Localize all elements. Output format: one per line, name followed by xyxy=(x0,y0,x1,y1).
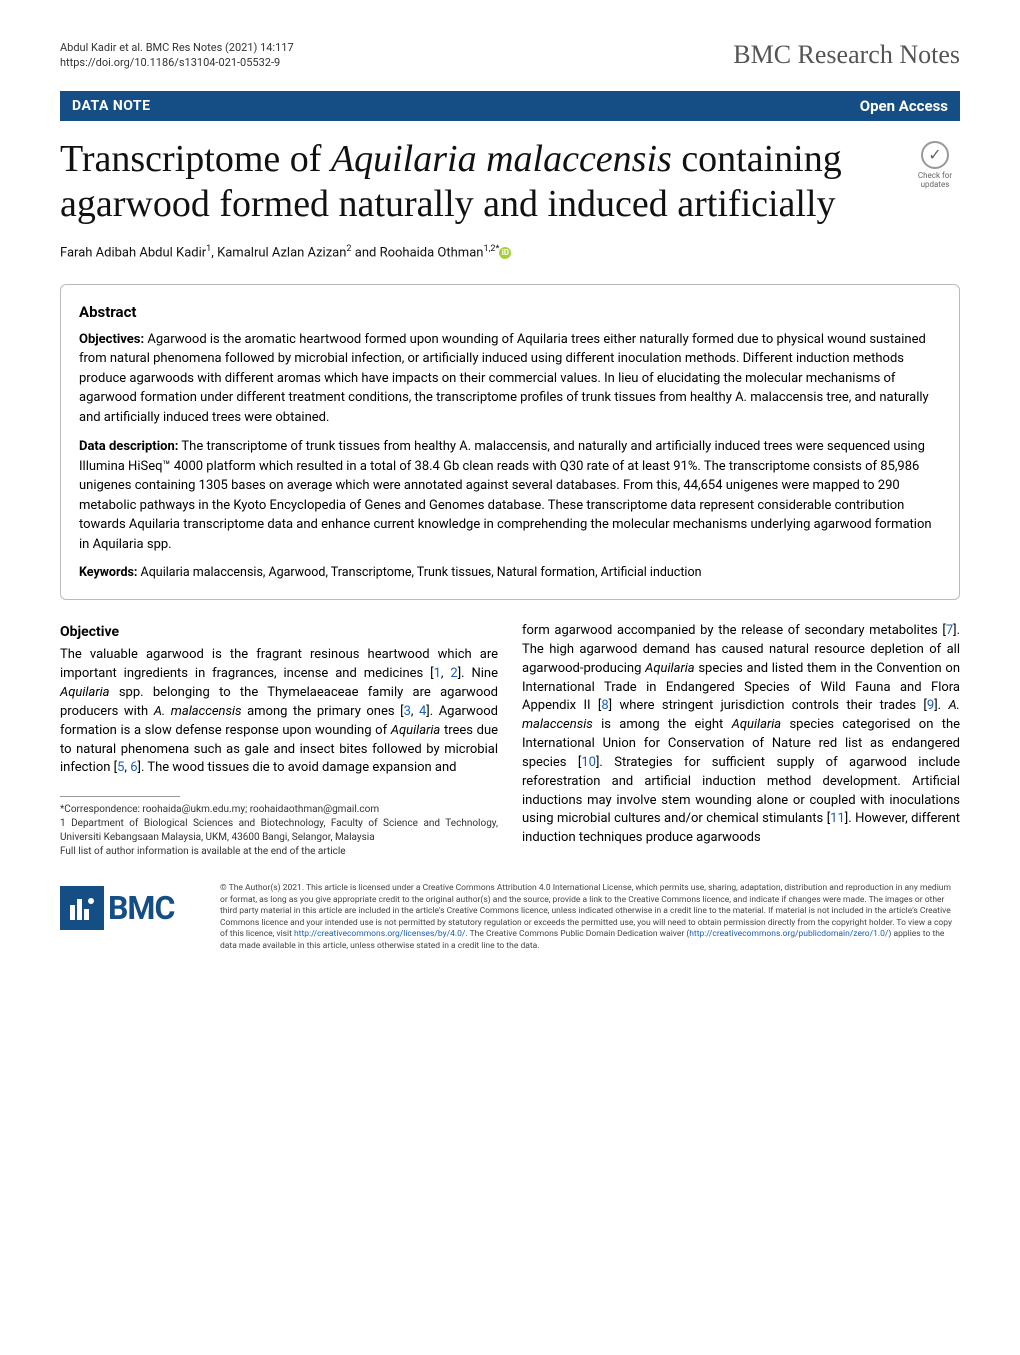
running-head-block: Abdul Kadir et al. BMC Res Notes (2021) … xyxy=(60,40,294,71)
ref-10[interactable]: 10 xyxy=(581,755,596,770)
text: among the primary ones [ xyxy=(242,704,404,719)
header-meta: Abdul Kadir et al. BMC Res Notes (2021) … xyxy=(60,40,960,71)
running-head: Abdul Kadir et al. BMC Res Notes (2021) … xyxy=(60,40,294,55)
column-right: form agarwood accompanied by the release… xyxy=(522,622,960,859)
text: form agarwood accompanied by the release… xyxy=(522,623,946,638)
text: is among the eight xyxy=(593,717,732,732)
author-list: Farah Adibah Abdul Kadir1, Kamalrul Azla… xyxy=(60,244,960,260)
license-part2: . The Creative Commons Public Domain Ded… xyxy=(465,929,689,939)
genus-italic: Aquilaria xyxy=(391,723,441,738)
title-part1: Transcriptome of xyxy=(60,138,331,180)
category-banner: DATA NOTE Open Access xyxy=(60,91,960,121)
ref-3[interactable]: 3 xyxy=(404,704,411,719)
footnote-separator xyxy=(60,796,180,797)
article-title: Transcriptome of Aquilaria malaccensis c… xyxy=(60,137,898,228)
bmc-logo-text: BMC xyxy=(108,889,174,927)
page-container: Abdul Kadir et al. BMC Res Notes (2021) … xyxy=(0,0,1020,972)
data-label: Data description: xyxy=(79,439,178,454)
genus-italic: Aquilaria xyxy=(645,661,695,676)
species-italic: A. malaccensis xyxy=(154,704,242,719)
body-paragraph-1: The valuable agarwood is the fragrant re… xyxy=(60,646,498,778)
abstract-heading: Abstract xyxy=(79,301,941,324)
body-columns: Objective The valuable agarwood is the f… xyxy=(60,622,960,859)
text: ] where stringent jurisdiction controls … xyxy=(609,698,927,713)
footnote-block: *Correspondence: roohaida@ukm.edu.my; ro… xyxy=(60,803,498,859)
objectives-label: Objectives: xyxy=(79,332,144,347)
keywords-text: Aquilaria malaccensis, Agarwood, Transcr… xyxy=(137,565,701,580)
author-sep2: and Roohaida Othman xyxy=(352,245,484,260)
orcid-icon[interactable]: iD xyxy=(499,247,511,259)
genus-italic: Aquilaria xyxy=(60,685,110,700)
bmc-graphic-icon xyxy=(67,893,97,923)
genus-italic: Aquilaria xyxy=(732,717,782,732)
keywords: Keywords: Aquilaria malaccensis, Agarwoo… xyxy=(79,564,941,583)
ref-11[interactable]: 11 xyxy=(830,811,845,826)
crossmark-icon: ✓ xyxy=(921,141,949,169)
full-list-note: Full list of author information is avail… xyxy=(60,845,498,859)
author-sep1: , Kamalrul Azlan Azizan xyxy=(211,245,346,260)
bmc-logo-icon xyxy=(60,886,104,930)
title-italic: Aquilaria malaccensis xyxy=(331,138,672,180)
footer-row: BMC © The Author(s) 2021. This article i… xyxy=(60,883,960,952)
keywords-label: Keywords: xyxy=(79,565,137,580)
license-link-2[interactable]: http://creativecommons.org/publicdomain/… xyxy=(689,929,888,939)
objective-heading: Objective xyxy=(60,622,498,642)
abstract-objectives: Objectives: Agarwood is the aromatic hea… xyxy=(79,330,941,428)
column-left: Objective The valuable agarwood is the f… xyxy=(60,622,498,859)
body-paragraph-2: form agarwood accompanied by the release… xyxy=(522,622,960,848)
article-category: DATA NOTE xyxy=(72,98,150,114)
crossmark-badge[interactable]: ✓ Check for updates xyxy=(910,141,960,189)
open-access-label: Open Access xyxy=(860,97,948,115)
bmc-logo: BMC xyxy=(60,883,200,933)
text: , xyxy=(441,666,450,681)
author-1: Farah Adibah Abdul Kadir xyxy=(60,245,206,260)
text: ]. xyxy=(934,698,948,713)
license-text: © The Author(s) 2021. This article is li… xyxy=(220,883,960,952)
ref-6[interactable]: 6 xyxy=(130,760,137,775)
ref-2[interactable]: 2 xyxy=(450,666,457,681)
license-link-1[interactable]: http://creativecommons.org/licenses/by/4… xyxy=(294,929,465,939)
ref-8[interactable]: 8 xyxy=(601,698,608,713)
data-text: The transcriptome of trunk tissues from … xyxy=(79,439,932,552)
doi: https://doi.org/10.1186/s13104-021-05532… xyxy=(60,55,294,70)
text: The valuable agarwood is the fragrant re… xyxy=(60,647,498,681)
text: ]. Nine xyxy=(458,666,498,681)
text: , xyxy=(411,704,419,719)
objectives-text: Agarwood is the aromatic heartwood forme… xyxy=(79,332,929,425)
abstract-box: Abstract Objectives: Agarwood is the aro… xyxy=(60,284,960,600)
correspondence: *Correspondence: roohaida@ukm.edu.my; ro… xyxy=(60,803,498,817)
author-3-aff: 1,2* xyxy=(483,244,499,254)
title-row: Transcriptome of Aquilaria malaccensis c… xyxy=(60,125,960,244)
abstract-data-description: Data description: The transcriptome of t… xyxy=(79,437,941,554)
journal-name: BMC Research Notes xyxy=(733,40,960,70)
affiliation-1: 1 Department of Biological Sciences and … xyxy=(60,817,498,845)
crossmark-label: Check for updates xyxy=(910,171,960,189)
text: ]. The wood tissues die to avoid damage … xyxy=(138,760,457,775)
ref-1[interactable]: 1 xyxy=(434,666,441,681)
